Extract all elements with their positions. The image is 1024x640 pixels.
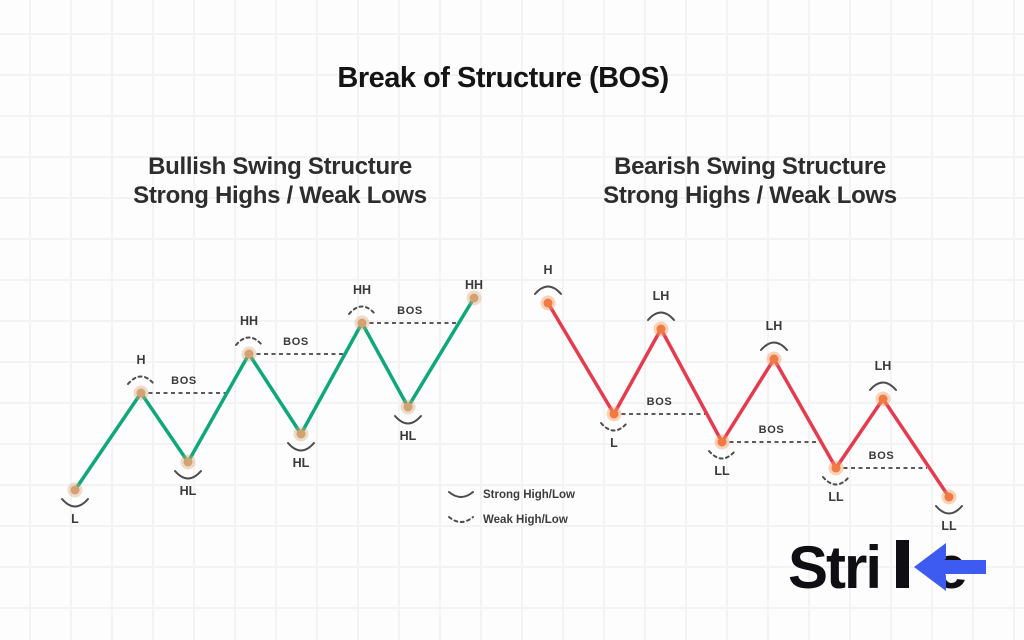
bearish-point-label: LH [653,289,670,303]
bearish-point-label: LH [766,319,783,333]
bullish-point-label: HH [240,314,258,328]
bearish-heading-line2: Strong Highs / Weak Lows [603,182,897,210]
bearish-solid-arc [935,505,963,515]
bullish-point-dot [136,388,146,398]
bearish-solid-arc [760,341,788,351]
bearish-swing-line [546,301,951,499]
bullish-point-dot [70,485,80,495]
bearish-bos-label: BOS [869,450,895,462]
bearish-point-dot [831,463,841,473]
bullish-point-dot [296,429,306,439]
bullish-point-dot [403,402,413,412]
bullish-bos-label: BOS [283,336,309,348]
page-title: Break of Structure (BOS) [337,62,669,94]
bearish-dashed-arc [708,450,736,460]
bullish-heading-line1: Bullish Swing Structure [148,153,412,180]
legend-row-weak: Weak High/Low [447,514,575,526]
bullish-point-label: HL [400,429,417,443]
strike-logo-k-stem [896,540,909,588]
bullish-point-label: L [71,512,79,526]
bearish-heading-line1: Bearish Swing Structure [614,153,886,180]
bearish-point-label: LL [941,519,957,533]
bullish-dashed-arc [127,375,155,385]
bullish-dashed-arc [235,336,263,346]
bearish-point-label: H [543,263,552,277]
bullish-point-label: HH [353,283,371,297]
bearish-point-dot [717,437,727,447]
legend-row-strong: Strong High/Low [447,489,575,501]
bullish-heading-line2: Strong Highs / Weak Lows [133,182,427,210]
bullish-solid-arc [174,470,202,480]
bullish-point-dot [183,457,193,467]
bullish-point-dot [244,349,254,359]
bearish-dashed-arc [822,476,850,486]
strike-logo: Stri e [788,534,986,600]
bullish-bos-label: BOS [397,305,423,317]
bearish-point-label: LL [828,490,844,504]
bearish-point-dot [769,354,779,364]
weak-high-low-arc-icon [448,516,474,523]
bearish-point-label: LH [875,359,892,373]
bearish-point-dot [609,409,619,419]
bullish-point-label: H [136,353,145,367]
bearish-solid-arc [647,311,675,321]
bearish-point-dot [944,492,954,502]
strike-logo-arrow-bar [930,560,986,574]
bearish-dashed-arc [600,422,628,432]
bullish-point-dot [357,318,367,328]
bullish-point-label: HH [465,278,483,292]
bullish-point-label: HL [293,456,310,470]
bearish-point-label: L [610,436,618,450]
legend-weak-label: Weak High/Low [483,514,568,526]
bearish-bos-label: BOS [759,424,785,436]
bearish-point-dot [878,394,888,404]
strike-logo-text-prefix: Stri [788,534,880,600]
bullish-dashed-arc [348,305,376,315]
legend-strong-label: Strong High/Low [483,489,575,501]
bullish-point-label: HL [180,484,197,498]
bullish-solid-arc [394,415,422,425]
bullish-swing-line [73,296,476,492]
bullish-panel-heading: Bullish Swing Structure Strong Highs / W… [60,152,500,211]
bearish-solid-arc [534,285,562,295]
bearish-solid-arc [869,381,897,391]
bearish-bos-label: BOS [647,396,673,408]
bearish-point-dot [543,298,553,308]
strong-high-low-arc-icon [448,491,474,498]
bullish-solid-arc [287,442,315,452]
bullish-solid-arc [61,498,89,508]
bullish-bos-label: BOS [171,375,197,387]
bearish-point-dot [656,324,666,334]
bearish-point-label: LL [714,464,730,478]
bullish-point-dot [469,293,479,303]
legend: Strong High/Low Weak High/Low [447,489,575,526]
bearish-panel-heading: Bearish Swing Structure Strong Highs / W… [555,152,945,211]
